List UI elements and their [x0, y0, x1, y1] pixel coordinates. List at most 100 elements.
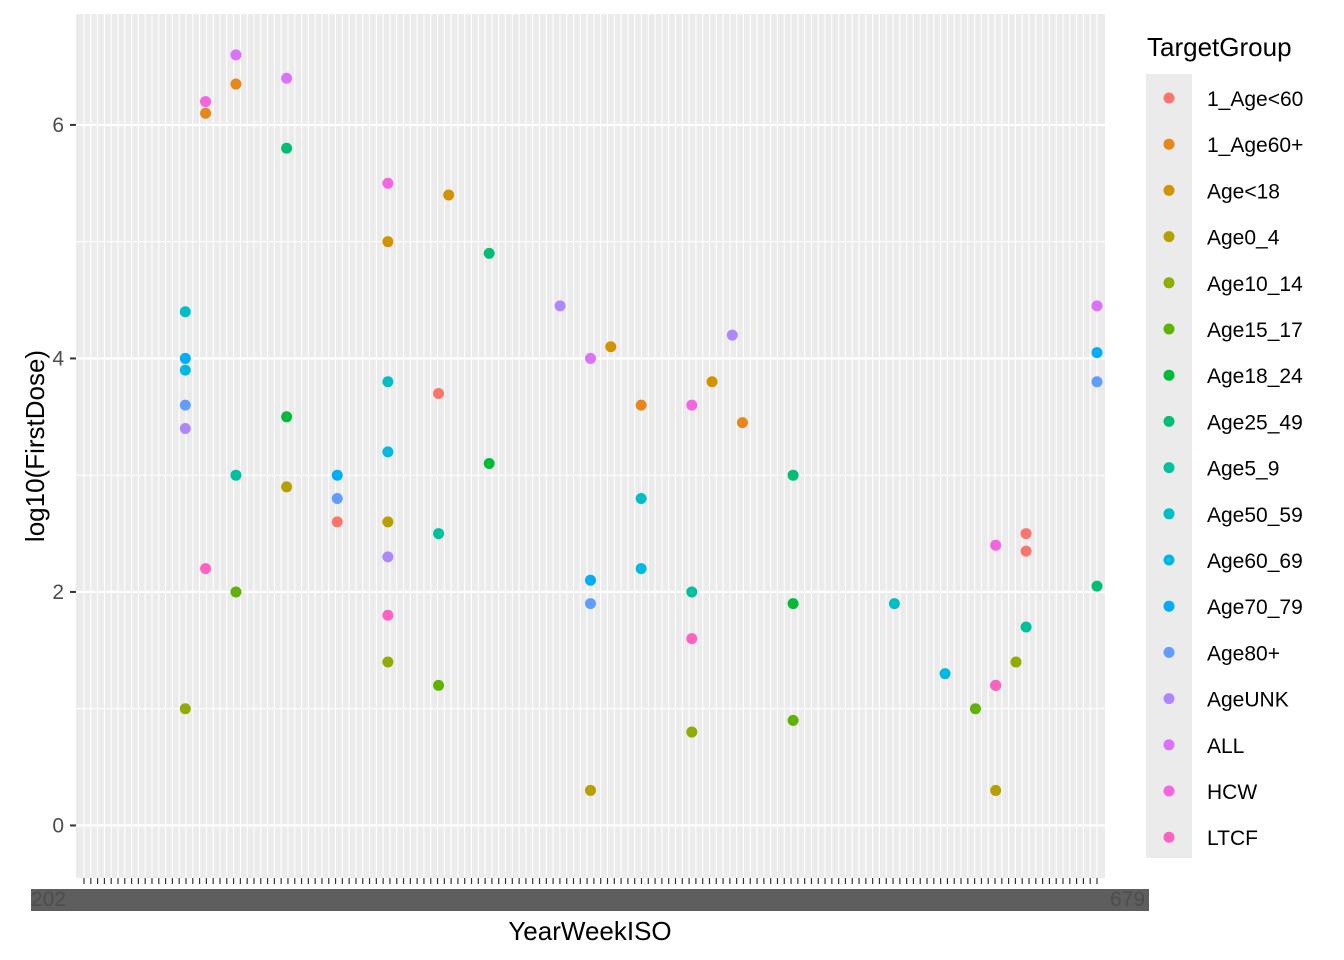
legend-key [1163, 739, 1175, 751]
data-point [990, 539, 1002, 551]
data-point [331, 493, 343, 505]
legend-label: ALL [1207, 735, 1244, 758]
legend-key [1163, 231, 1175, 243]
data-point [1091, 300, 1103, 312]
legend-label: Age50_59 [1207, 504, 1303, 527]
data-point [179, 306, 191, 318]
data-point [635, 493, 647, 505]
data-point [382, 376, 394, 388]
data-point [605, 341, 617, 353]
data-point [433, 679, 445, 691]
data-point [179, 352, 191, 364]
data-point [443, 189, 455, 201]
data-point [331, 516, 343, 528]
data-point [585, 352, 596, 364]
data-point [382, 551, 394, 563]
legend-key [1163, 277, 1175, 289]
x-tick-label-last: 679 [1110, 888, 1145, 911]
data-point [736, 417, 748, 429]
legend-key [1163, 554, 1175, 566]
legend-label: Age18_24 [1207, 365, 1303, 388]
legend-key [1163, 138, 1175, 150]
data-point [686, 726, 698, 738]
data-point [1020, 528, 1032, 540]
legend-label: AgeUNK [1207, 689, 1289, 712]
y-tick-label: 2 [52, 581, 64, 604]
x-axis-ticks [31, 878, 1149, 911]
data-point [1020, 621, 1032, 633]
plot-panel [76, 14, 1105, 878]
data-point [382, 656, 394, 668]
data-point [888, 598, 900, 610]
legend-label: Age10_14 [1207, 273, 1303, 296]
x-axis-title: YearWeekISO [508, 916, 671, 946]
legend-label: LTCF [1207, 827, 1258, 850]
data-point [433, 387, 445, 399]
data-point [382, 609, 394, 621]
data-point [1091, 347, 1103, 359]
legend-label: Age15_17 [1207, 319, 1303, 342]
data-point [281, 411, 293, 423]
legend-key [1163, 785, 1175, 797]
legend-label: Age70_79 [1207, 596, 1303, 619]
y-tick-label: 0 [52, 814, 64, 837]
data-points [179, 49, 1103, 796]
data-point [179, 364, 191, 376]
x-gridlines [83, 14, 1098, 878]
data-point [230, 469, 242, 481]
legend-key [1163, 646, 1175, 658]
data-point [726, 329, 738, 341]
y-axis-ticks: 0 2 4 6 [52, 114, 76, 837]
data-point [281, 481, 293, 493]
data-point [787, 469, 799, 481]
legend-title: TargetGroup [1147, 32, 1292, 62]
legend-label: HCW [1207, 781, 1257, 804]
data-point [230, 78, 242, 90]
data-point [1091, 580, 1103, 592]
data-point [179, 399, 191, 411]
data-point [200, 96, 212, 108]
data-point [382, 236, 394, 248]
x-tick-label-first: 202 [31, 888, 66, 911]
data-point [382, 446, 394, 458]
data-point [433, 528, 445, 540]
data-point [382, 177, 394, 189]
legend-label: Age5_9 [1207, 458, 1279, 481]
legend-key [1163, 184, 1175, 196]
legend-label: 1_Age<60 [1207, 88, 1303, 111]
data-point [331, 469, 343, 481]
data-point [1010, 656, 1022, 668]
data-point [200, 107, 212, 119]
data-point [787, 714, 799, 726]
legend-key [1163, 369, 1175, 381]
y-axis-title: log10(FirstDose) [20, 350, 50, 542]
data-point [483, 247, 495, 259]
legend: 1_Age<60 1_Age60+ Age<18 Age0_4 Age10_14 Age1… [1163, 88, 1303, 850]
legend-label: Age80+ [1207, 642, 1280, 665]
data-point [179, 422, 191, 434]
data-point [230, 49, 242, 61]
legend-key [1163, 693, 1175, 705]
legend-label: 1_Age60+ [1207, 134, 1303, 157]
y-tick-label: 4 [52, 347, 64, 370]
legend-key [1163, 600, 1175, 612]
data-point [787, 598, 799, 610]
legend-label: Age60_69 [1207, 550, 1303, 573]
data-point [281, 72, 293, 84]
legend-label: Age<18 [1207, 180, 1280, 203]
data-point [200, 563, 212, 575]
legend-key [1163, 92, 1175, 104]
data-point [230, 586, 242, 598]
legend-key [1163, 508, 1175, 520]
legend-key [1163, 831, 1175, 843]
data-point [969, 703, 981, 715]
legend-label: Age0_4 [1207, 227, 1280, 250]
data-point [585, 574, 596, 586]
legend-key [1163, 323, 1175, 335]
legend-key [1163, 462, 1175, 474]
legend-label: Age25_49 [1207, 411, 1303, 434]
data-point [585, 598, 596, 610]
data-point [686, 633, 698, 645]
